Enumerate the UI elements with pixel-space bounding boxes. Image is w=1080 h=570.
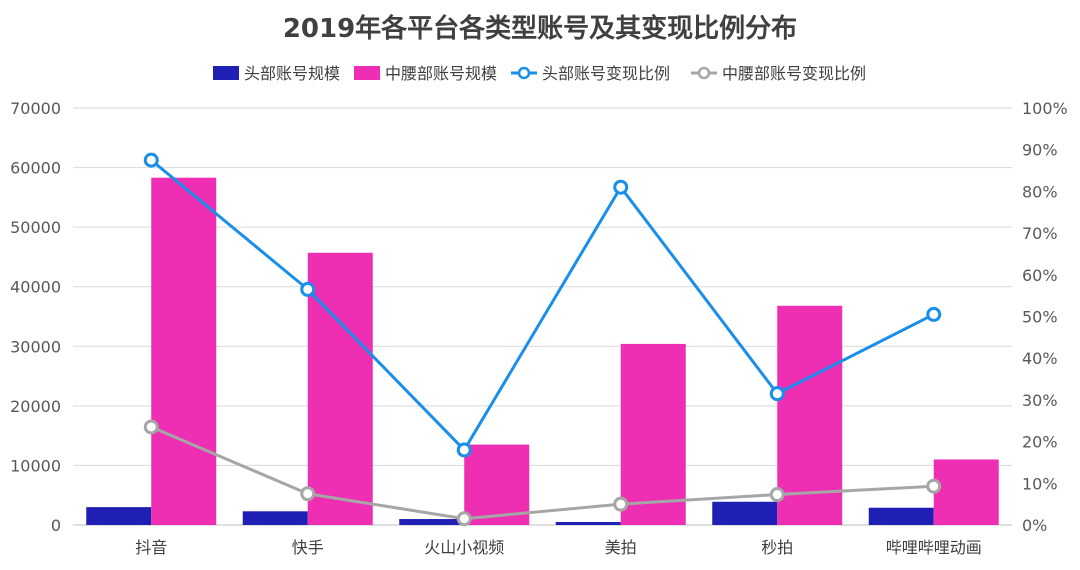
- right-tick-label: 80%: [1022, 182, 1058, 201]
- bar: [86, 507, 152, 525]
- legend-swatch: [354, 66, 380, 80]
- left-tick-label: 0: [51, 516, 61, 535]
- line-point: [769, 386, 785, 402]
- chart-title: 2019年各平台各类型账号及其变现比例分布: [283, 13, 797, 44]
- right-tick-label: 10%: [1022, 474, 1058, 493]
- series-line: [150, 158, 935, 452]
- legend-marker: [517, 66, 531, 80]
- line-point: [926, 306, 942, 322]
- legend-label: 中腰部账号规模: [385, 64, 497, 83]
- bar: [868, 507, 934, 525]
- series-line: [150, 425, 934, 521]
- lines: [143, 152, 942, 527]
- line-point: [456, 442, 472, 458]
- category-label: 快手: [292, 538, 324, 557]
- line-point: [456, 511, 472, 527]
- category-label: 美拍: [605, 538, 637, 557]
- right-axis: 0% 10% 20% 30% 40% 50% 60% 70% 80% 90% 100%: [1022, 99, 1068, 535]
- right-tick-label: 40%: [1022, 349, 1058, 368]
- bar: [777, 305, 843, 525]
- category-labels: 抖音 快手 火山小视频 美拍 秒拍 哔哩哔哩动画: [135, 538, 982, 557]
- left-tick-label: 60000: [10, 159, 61, 178]
- left-tick-label: 50000: [10, 218, 61, 237]
- right-tick-label: 20%: [1022, 433, 1058, 452]
- bar: [464, 444, 530, 525]
- left-tick-label: 40000: [10, 278, 61, 297]
- bar: [242, 511, 308, 525]
- left-tick-label: 20000: [10, 397, 61, 416]
- bar: [151, 177, 217, 525]
- category-label: 抖音: [135, 538, 167, 557]
- line-point: [926, 478, 942, 494]
- line-point: [613, 179, 629, 195]
- left-axis: 0 10000 20000 30000 40000 50000 60000 70000: [10, 99, 61, 535]
- left-tick-label: 70000: [10, 99, 61, 118]
- right-tick-label: 50%: [1022, 308, 1058, 327]
- bars: [86, 177, 999, 525]
- legend-label: 头部账号变现比例: [542, 64, 670, 83]
- bar: [399, 519, 465, 525]
- category-label: 火山小视频: [424, 538, 504, 557]
- line-point: [143, 419, 159, 435]
- line-point: [300, 281, 316, 297]
- bar: [555, 522, 621, 525]
- legend-label: 中腰部账号变现比例: [722, 64, 866, 83]
- legend-label: 头部账号规模: [244, 64, 340, 83]
- legend: 头部账号规模 中腰部账号规模 头部账号变现比例 中腰部账号变现比例: [213, 64, 866, 83]
- right-tick-label: 70%: [1022, 224, 1058, 243]
- legend-swatch: [213, 66, 239, 80]
- right-tick-label: 100%: [1022, 99, 1068, 118]
- gridlines: [73, 107, 1012, 526]
- right-tick-label: 90%: [1022, 141, 1058, 160]
- line-point: [300, 486, 316, 502]
- line-point: [613, 496, 629, 512]
- right-tick-label: 30%: [1022, 391, 1058, 410]
- right-tick-label: 60%: [1022, 266, 1058, 285]
- bar: [307, 252, 373, 525]
- bar: [620, 343, 686, 525]
- left-tick-label: 10000: [10, 456, 61, 475]
- right-tick-label: 0%: [1022, 516, 1047, 535]
- category-label: 秒拍: [761, 538, 793, 557]
- category-label: 哔哩哔哩动画: [886, 538, 982, 557]
- left-tick-label: 30000: [10, 337, 61, 356]
- bar: [933, 459, 999, 525]
- line-point: [769, 487, 785, 503]
- bar: [712, 501, 778, 525]
- legend-marker: [697, 66, 711, 80]
- line-point: [143, 152, 159, 168]
